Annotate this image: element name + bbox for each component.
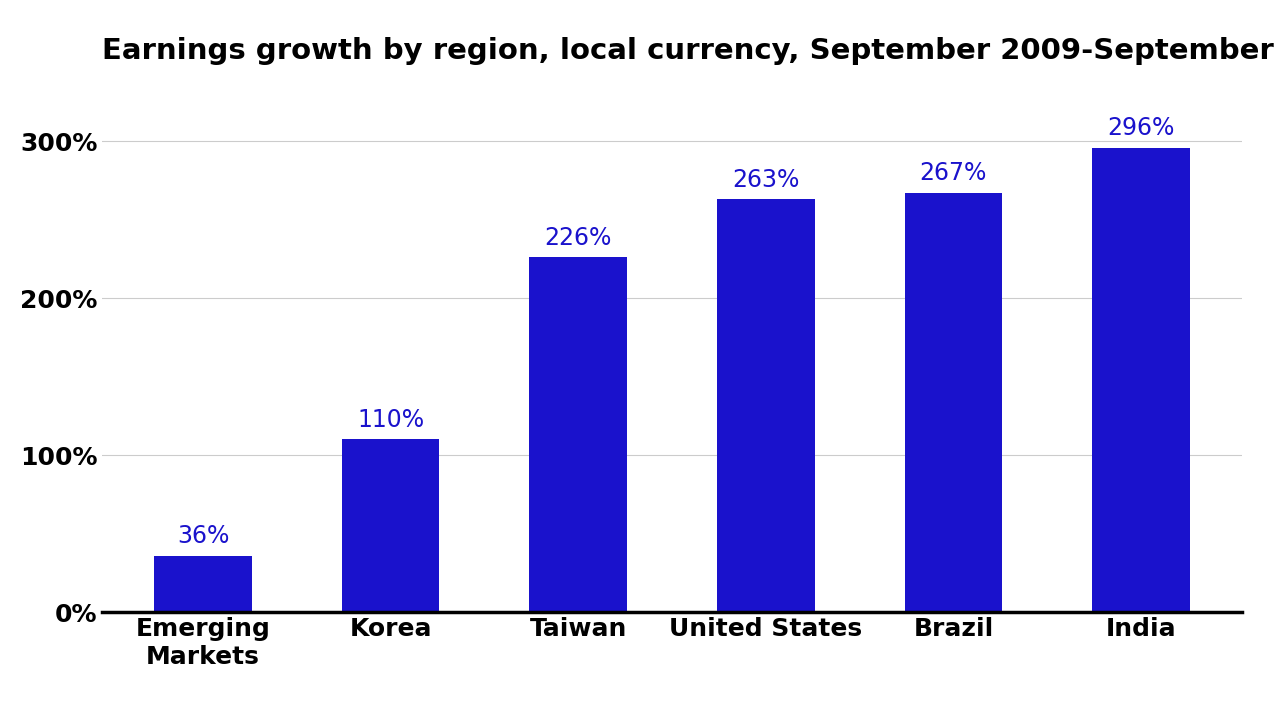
- Text: 296%: 296%: [1107, 116, 1175, 140]
- Bar: [905, 193, 1002, 612]
- Bar: [154, 556, 252, 612]
- Bar: [1092, 148, 1190, 612]
- Text: 36%: 36%: [177, 523, 229, 548]
- Text: 263%: 263%: [732, 168, 800, 192]
- Bar: [530, 258, 627, 612]
- Text: Earnings growth by region, local currency, September 2009-September 2024, %: Earnings growth by region, local currenc…: [102, 37, 1280, 65]
- Text: 110%: 110%: [357, 408, 424, 431]
- Text: 267%: 267%: [920, 161, 987, 185]
- Text: 226%: 226%: [544, 225, 612, 250]
- Bar: [342, 439, 439, 612]
- Bar: [717, 199, 814, 612]
